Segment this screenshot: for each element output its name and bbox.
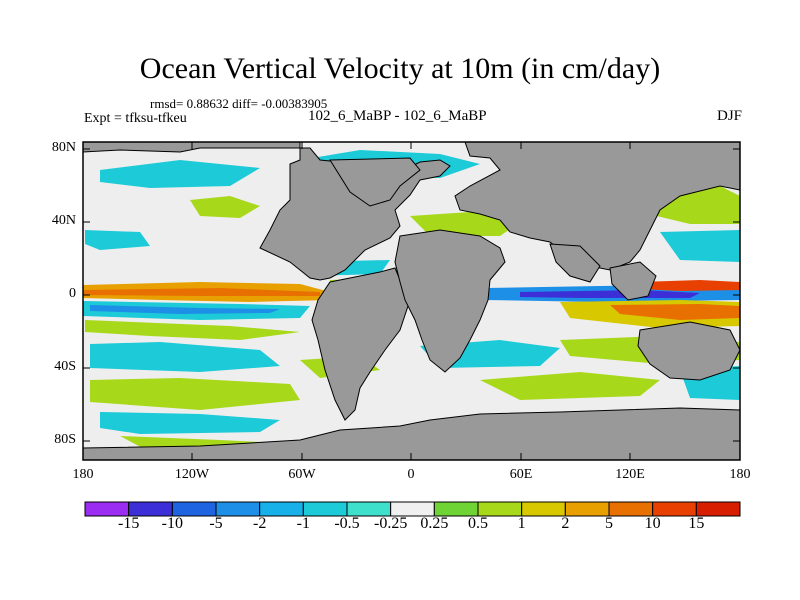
lon-label-120e: 120E [615, 467, 645, 482]
lon-label-180e: 180 [729, 467, 751, 482]
colorbar-box [564, 501, 610, 517]
equatorial-strong-negative-west [90, 305, 280, 314]
colorbar-box [302, 501, 348, 517]
africa-land [394, 229, 506, 373]
lon-ticks [82, 142, 741, 460]
colorbar-tick-label: 5 [605, 515, 613, 532]
plot-title: Ocean Vertical Velocity at 10m (in cm/da… [139, 52, 661, 85]
northeast-pacific-negative [85, 230, 150, 250]
colorbar-box [433, 501, 479, 517]
lat-ticks [83, 148, 740, 442]
colorbar-tick-label: -2 [252, 515, 267, 532]
lat-label-eq: 0 [69, 286, 76, 301]
south-america-land [311, 267, 411, 421]
southeast-asia-land [609, 261, 657, 301]
australia-land [637, 321, 741, 381]
colorbar-tick-label: -1 [296, 515, 310, 532]
lon-label-60w: 60W [288, 467, 316, 482]
colorbar-tick-label: -0.5 [334, 515, 360, 532]
experiment-names: 102_6_MaBP - 102_6_MaBP [308, 108, 487, 124]
equatorial-strong-negative-east [520, 290, 700, 298]
southern-indian-positive [480, 372, 660, 400]
south-pacific-negative [90, 342, 280, 372]
lon-label-180w: 180 [72, 467, 94, 482]
colorbar-box [695, 501, 741, 517]
colorbar-box [390, 501, 435, 517]
colorbar-box [128, 501, 173, 517]
colorbar-box [477, 501, 523, 517]
equatorial-strong-positive-east [610, 304, 740, 320]
colorbar-tick-label: 10 [644, 515, 661, 532]
lat-label-40s: 40S [54, 359, 76, 374]
lon-label-120w: 120W [174, 467, 210, 482]
lon-label-60e: 60E [509, 467, 533, 482]
colorbar [84, 501, 741, 517]
greenland-land [329, 157, 421, 207]
land-mask [82, 141, 741, 461]
colorbar-tick-label: -15 [117, 515, 140, 532]
colorbar-box [521, 501, 566, 517]
north-pacific-positive [190, 196, 260, 218]
colorbar-box [215, 501, 261, 517]
equatorial-strong-positive-west [83, 288, 320, 296]
colorbar-box [171, 501, 217, 517]
rmsd-diff-stats: rmsd= 0.88632 diff= -0.00383905 [150, 96, 328, 111]
colorbar-box [346, 501, 392, 517]
india-land [549, 243, 601, 283]
colorbar-tick-label: -5 [209, 515, 223, 532]
colorbar-tick-label: 1 [517, 515, 526, 532]
colorbar-tick-label: 15 [688, 515, 705, 532]
southern-ocean-negative-west [100, 412, 280, 434]
colorbar-tick-label: -10 [161, 515, 183, 532]
colorbar-box [84, 501, 130, 517]
southern-positive-patch [85, 320, 300, 340]
lat-label-80s: 80S [54, 432, 76, 447]
south-pacific-positive [90, 378, 300, 410]
season-label: DJF [716, 108, 742, 124]
west-pacific-subtropical-negative [660, 230, 740, 262]
colorbar-tick-label: 0.5 [468, 515, 488, 532]
colorbar-tick-label: 2 [561, 515, 570, 532]
colorbar-tick-label: 0.25 [420, 515, 449, 532]
colorbar-tick-label: -0.25 [373, 515, 408, 532]
colorbar-box [259, 501, 304, 517]
colorbar-box [652, 501, 697, 517]
north-pacific-negative [100, 160, 260, 188]
experiment-label: Expt = tfksu-tfkeu [84, 111, 187, 126]
lat-label-80n: 80N [51, 140, 76, 155]
lon-label-0: 0 [407, 467, 415, 482]
west-pacific-peak [640, 280, 740, 291]
lat-label-40n: 40N [51, 213, 76, 228]
colorbar-box [608, 501, 654, 517]
